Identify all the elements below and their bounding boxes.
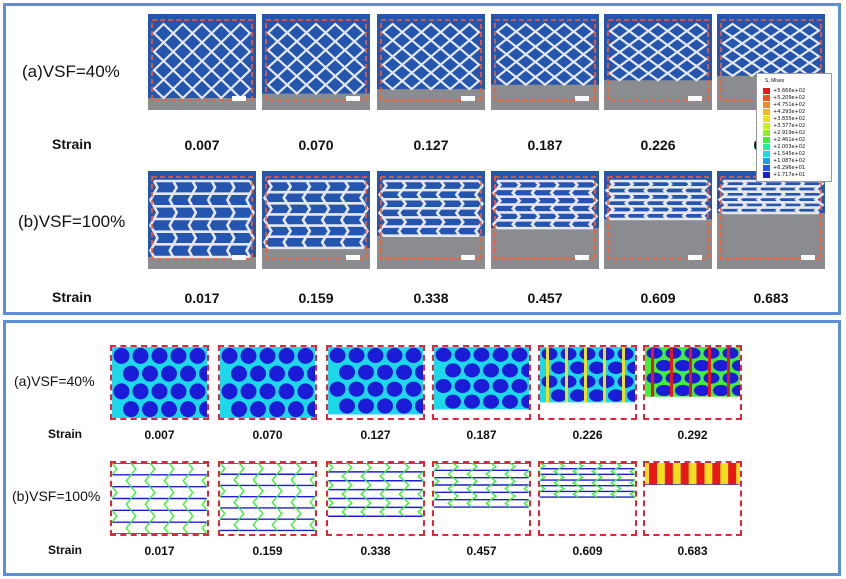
simulation-strain-value-b: 0.457 [466,544,497,558]
legend-value: +3.377e+02 [773,123,806,129]
simulation-strain-value-a: 0.226 [572,428,603,442]
legend-swatch [763,102,770,108]
legend-swatch [763,144,770,150]
experiment-strain-label-a: Strain [52,136,92,152]
simulation-row-b-label: (b)VSF=100% [12,488,101,504]
legend-value: +2.003e+02 [773,144,806,150]
experiment-photo-a [377,14,485,110]
experiment-photo-b [262,171,370,269]
legend-swatch [763,130,770,136]
simulation-frame-a [432,345,531,420]
simulation-strain-value-b: 0.159 [252,544,283,558]
simulation-strain-value-a: 0.007 [144,428,175,442]
legend-value: +1.545e+02 [773,151,806,157]
experiment-photo-b [377,171,485,269]
legend-value: +5.666e+02 [773,88,806,94]
legend-title: S, Mises [765,78,785,84]
simulation-row-a-label: (a)VSF=40% [14,373,95,389]
experiment-strain-value-b: 0.609 [640,290,676,306]
experiment-photo-b [491,171,599,269]
simulation-frame-b [643,461,742,536]
legend-swatch [763,109,770,115]
simulation-strain-value-a: 0.187 [466,428,497,442]
simulation-frame-b [326,461,425,536]
simulation-frame-a [643,345,742,420]
experiment-strain-value-b: 0.457 [527,290,563,306]
legend-swatch [763,123,770,129]
simulation-frame-a [538,345,637,420]
legend-swatch [763,95,770,101]
legend-value: +1.087e+02 [773,158,806,164]
legend-swatch [763,137,770,143]
simulation-strain-label-a: Strain [48,427,83,441]
experiment-photo-b [717,171,825,269]
simulation-strain-label-b: Strain [48,543,83,557]
simulation-strain-value-b: 0.683 [677,544,708,558]
legend-value: +5.209e+02 [773,95,806,101]
legend-value: +1.717e+01 [773,172,806,178]
experiment-strain-value-a: 0.007 [184,137,220,153]
simulation-frame-a [218,345,317,420]
experiment-row-b-label: (b)VSF=100% [18,212,126,231]
experiment-strain-label-b: Strain [52,289,92,305]
experiment-photo-a [604,14,712,110]
experiment-row-a-label: (a)VSF=40% [22,62,120,81]
experiment-strain-value-b: 0.683 [753,290,789,306]
simulation-frame-a [326,345,425,420]
experiment-strain-value-b: 0.159 [298,290,334,306]
simulation-strain-value-b: 0.017 [144,544,175,558]
legend-value: +2.461e+02 [773,137,806,143]
simulation-strain-value-a: 0.127 [360,428,391,442]
legend-value: +2.919e+02 [773,130,806,136]
experiment-strain-value-a: 0.226 [640,137,676,153]
legend-swatch [763,165,770,171]
legend-value: +6.296e+01 [773,165,806,171]
simulation-frame-b [538,461,637,536]
simulation-frame-b [110,461,209,536]
legend-swatch [763,88,770,94]
simulation-strain-value-a: 0.292 [677,428,708,442]
simulation-strain-value-a: 0.070 [252,428,283,442]
legend-swatch [763,116,770,122]
simulation-frame-b [218,461,317,536]
experiment-strain-value-b: 0.338 [413,290,449,306]
simulation-frame-b [432,461,531,536]
experiment-strain-value-a: 0.127 [413,137,449,153]
experiment-photo-a [262,14,370,110]
experiment-photo-a [491,14,599,110]
legend-value: +4.293e+02 [773,109,806,115]
simulation-strain-value-b: 0.338 [360,544,391,558]
experiment-strain-value-a: 0.187 [527,137,563,153]
legend-swatch [763,172,770,178]
legend-swatch [763,158,770,164]
legend-value: +4.751e+02 [773,102,806,108]
legend-swatch [763,151,770,157]
experiment-strain-value-a: 0.070 [298,137,334,153]
experiment-photo-a [148,14,256,110]
experiment-photo-b [148,171,256,269]
legend-value: +3.835e+02 [773,116,806,122]
experiment-photo-b [604,171,712,269]
experiment-strain-value-b: 0.017 [184,290,220,306]
stress-legend: S, Mises +5.666e+02 +5.209e+02 +4.751e+02 +… [756,73,832,182]
simulation-strain-value-b: 0.609 [572,544,603,558]
simulation-frame-a [110,345,209,420]
